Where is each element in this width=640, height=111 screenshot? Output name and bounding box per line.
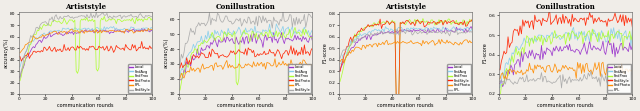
Y-axis label: F1-score: F1-score	[482, 42, 487, 63]
Legend: Local, FedAvg, FedProx, FedProto, FPL, FedStyle: Local, FedAvg, FedProx, FedProto, FPL, F…	[288, 64, 311, 93]
Legend: Local, FedAvg, FedProx, FedProto, FPL, FedStyle: Local, FedAvg, FedProx, FedProto, FPL, F…	[128, 64, 151, 93]
Y-axis label: accuracy(%): accuracy(%)	[163, 38, 168, 68]
X-axis label: communication rounds: communication rounds	[538, 103, 594, 108]
X-axis label: communication rounds: communication rounds	[378, 103, 434, 108]
Y-axis label: F1-score: F1-score	[322, 42, 327, 63]
Title: Conillustration: Conillustration	[216, 3, 275, 11]
Title: Artiststyle: Artiststyle	[65, 3, 106, 11]
X-axis label: communication rounds: communication rounds	[58, 103, 114, 108]
X-axis label: communication rounds: communication rounds	[218, 103, 274, 108]
Title: Artiststyle: Artiststyle	[385, 3, 426, 11]
Legend: Local, FedAvg, FedProx, FedStyle, FedPhoto, FPL: Local, FedAvg, FedProx, FedStyle, FedPho…	[447, 64, 471, 93]
Y-axis label: accuracy(%): accuracy(%)	[3, 38, 8, 68]
Legend: Local, FedAvg, FedProx, FedStyle, FedPhoto, FPL: Local, FedAvg, FedProx, FedStyle, FedPho…	[607, 64, 631, 93]
Title: Conillustration: Conillustration	[536, 3, 595, 11]
